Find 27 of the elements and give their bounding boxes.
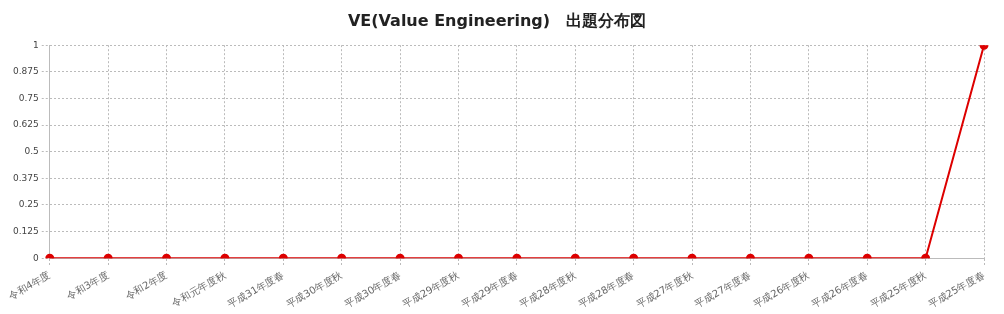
x-tick-label: 令和4年度	[6, 268, 53, 302]
x-tick-label: 令和元年度秋	[169, 268, 228, 309]
x-tick-label: 平成29年度秋	[400, 268, 461, 310]
x-tick-label: 平成25年度秋	[868, 268, 928, 310]
y-tick-label: 0.375	[13, 172, 39, 183]
y-tick-label: 0.5	[24, 146, 39, 157]
x-tick-label: 平成25年度春	[926, 268, 987, 310]
x-tick-label: 令和3年度	[64, 268, 111, 302]
x-tick-label: 平成29年度春	[459, 268, 520, 310]
x-tick-label: 平成26年度秋	[751, 268, 812, 310]
x-tick-label: 平成28年度春	[576, 268, 636, 310]
y-tick-label: 0.625	[13, 119, 39, 130]
x-tick-label: 平成27年度秋	[634, 268, 695, 310]
y-tick-label: 0	[33, 252, 40, 263]
x-tick-label: 平成30年度春	[342, 268, 403, 310]
x-tick-label: 令和2年度	[123, 268, 169, 302]
chart-title: VE(Value Engineering) 出題分布図	[347, 10, 647, 30]
y-tick-label: 0.75	[18, 92, 39, 103]
y-tick-label: 1	[33, 39, 39, 50]
y-tick-label: 0.125	[13, 225, 39, 236]
x-tick-label: 平成27年度春	[692, 268, 753, 310]
x-tick-label: 平成26年度春	[809, 268, 870, 310]
y-tick-label: 0.875	[13, 66, 39, 77]
x-tick-label: 平成28年度秋	[517, 268, 578, 310]
x-tick-label: 平成30年度秋	[284, 268, 345, 310]
y-tick-label: 0.25	[18, 199, 39, 210]
x-tick-label: 平成31年度春	[225, 268, 286, 310]
